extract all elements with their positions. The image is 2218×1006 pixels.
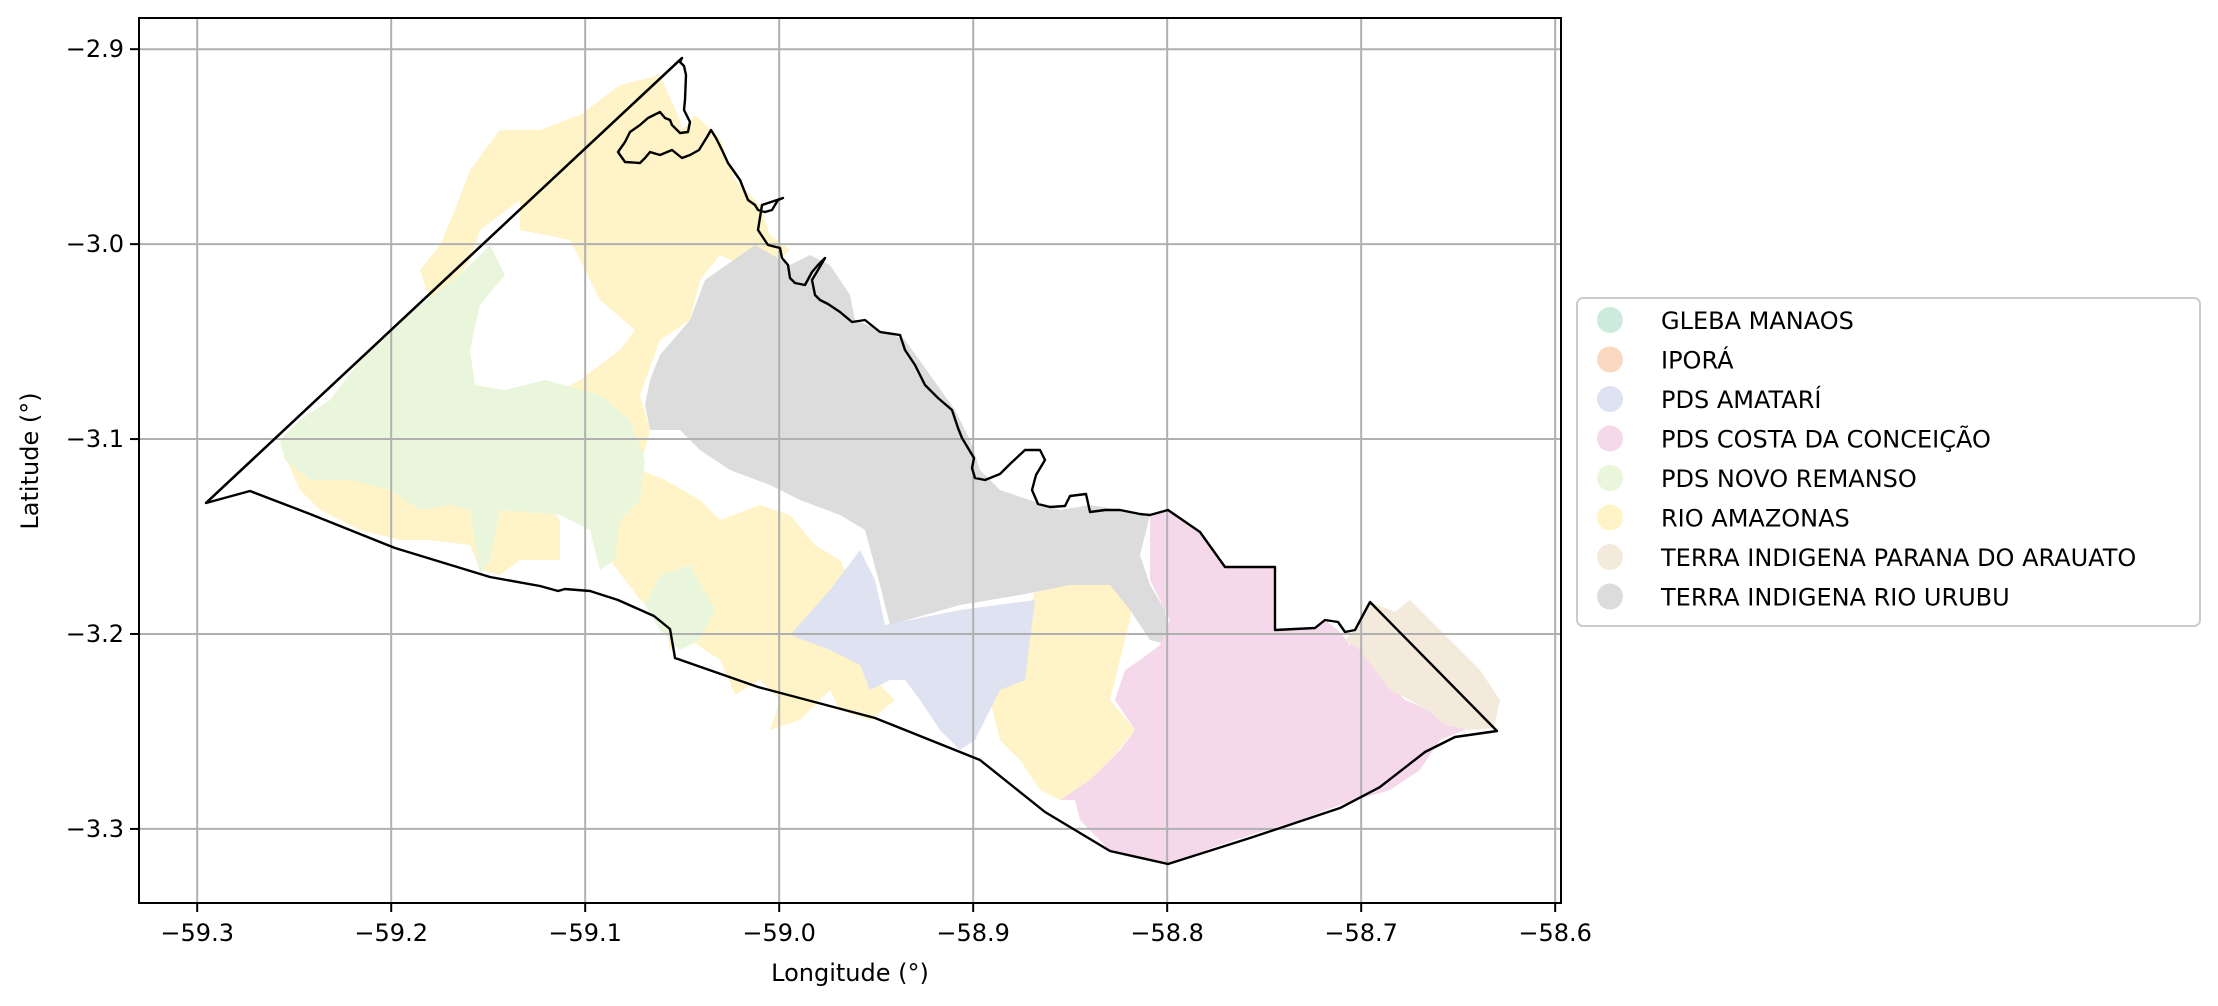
- x-tick-label: −59.2: [354, 919, 428, 947]
- y-axis-label: Latitude (°): [16, 392, 44, 529]
- legend-label: PDS AMATARÍ: [1661, 385, 1821, 414]
- legend-marker: [1597, 347, 1623, 373]
- y-tick-label: −3.2: [66, 620, 124, 648]
- legend-label: IPORÁ: [1661, 346, 1734, 375]
- legend: GLEBA MANAOS IPORÁ PDS AMATARÍ PDS COSTA DA…: [1577, 298, 2200, 626]
- x-tick-label: −58.6: [1518, 919, 1592, 947]
- y-tick-label: −3.0: [66, 230, 124, 258]
- legend-marker: [1597, 307, 1623, 333]
- legend-label: PDS COSTA DA CONCEIÇÃO: [1661, 424, 1991, 454]
- x-tick-label: −58.8: [1130, 919, 1204, 947]
- legend-marker: [1597, 426, 1623, 452]
- legend-marker: [1597, 584, 1623, 610]
- legend-label: TERRA INDIGENA PARANA DO ARAUATO: [1660, 544, 2136, 572]
- x-tick-label: −58.9: [936, 919, 1010, 947]
- x-tick-label: −59.0: [742, 919, 816, 947]
- x-tick-label: −58.7: [1324, 919, 1398, 947]
- x-tick-label: −59.1: [548, 919, 622, 947]
- legend-label: TERRA INDIGENA RIO URUBU: [1660, 584, 2010, 612]
- x-tick-label: −59.3: [160, 919, 234, 947]
- y-tick-label: −3.1: [66, 425, 124, 453]
- legend-marker: [1597, 386, 1623, 412]
- y-tick-label: −3.3: [66, 815, 124, 843]
- legend-label: GLEBA MANAOS: [1661, 307, 1854, 335]
- x-axis-label: Longitude (°): [771, 959, 929, 987]
- legend-marker: [1597, 544, 1623, 570]
- legend-marker: [1597, 465, 1623, 491]
- legend-label: PDS NOVO REMANSO: [1661, 465, 1917, 493]
- legend-marker: [1597, 505, 1623, 531]
- legend-label: RIO AMAZONAS: [1661, 505, 1850, 533]
- y-tick-label: −2.9: [66, 35, 124, 63]
